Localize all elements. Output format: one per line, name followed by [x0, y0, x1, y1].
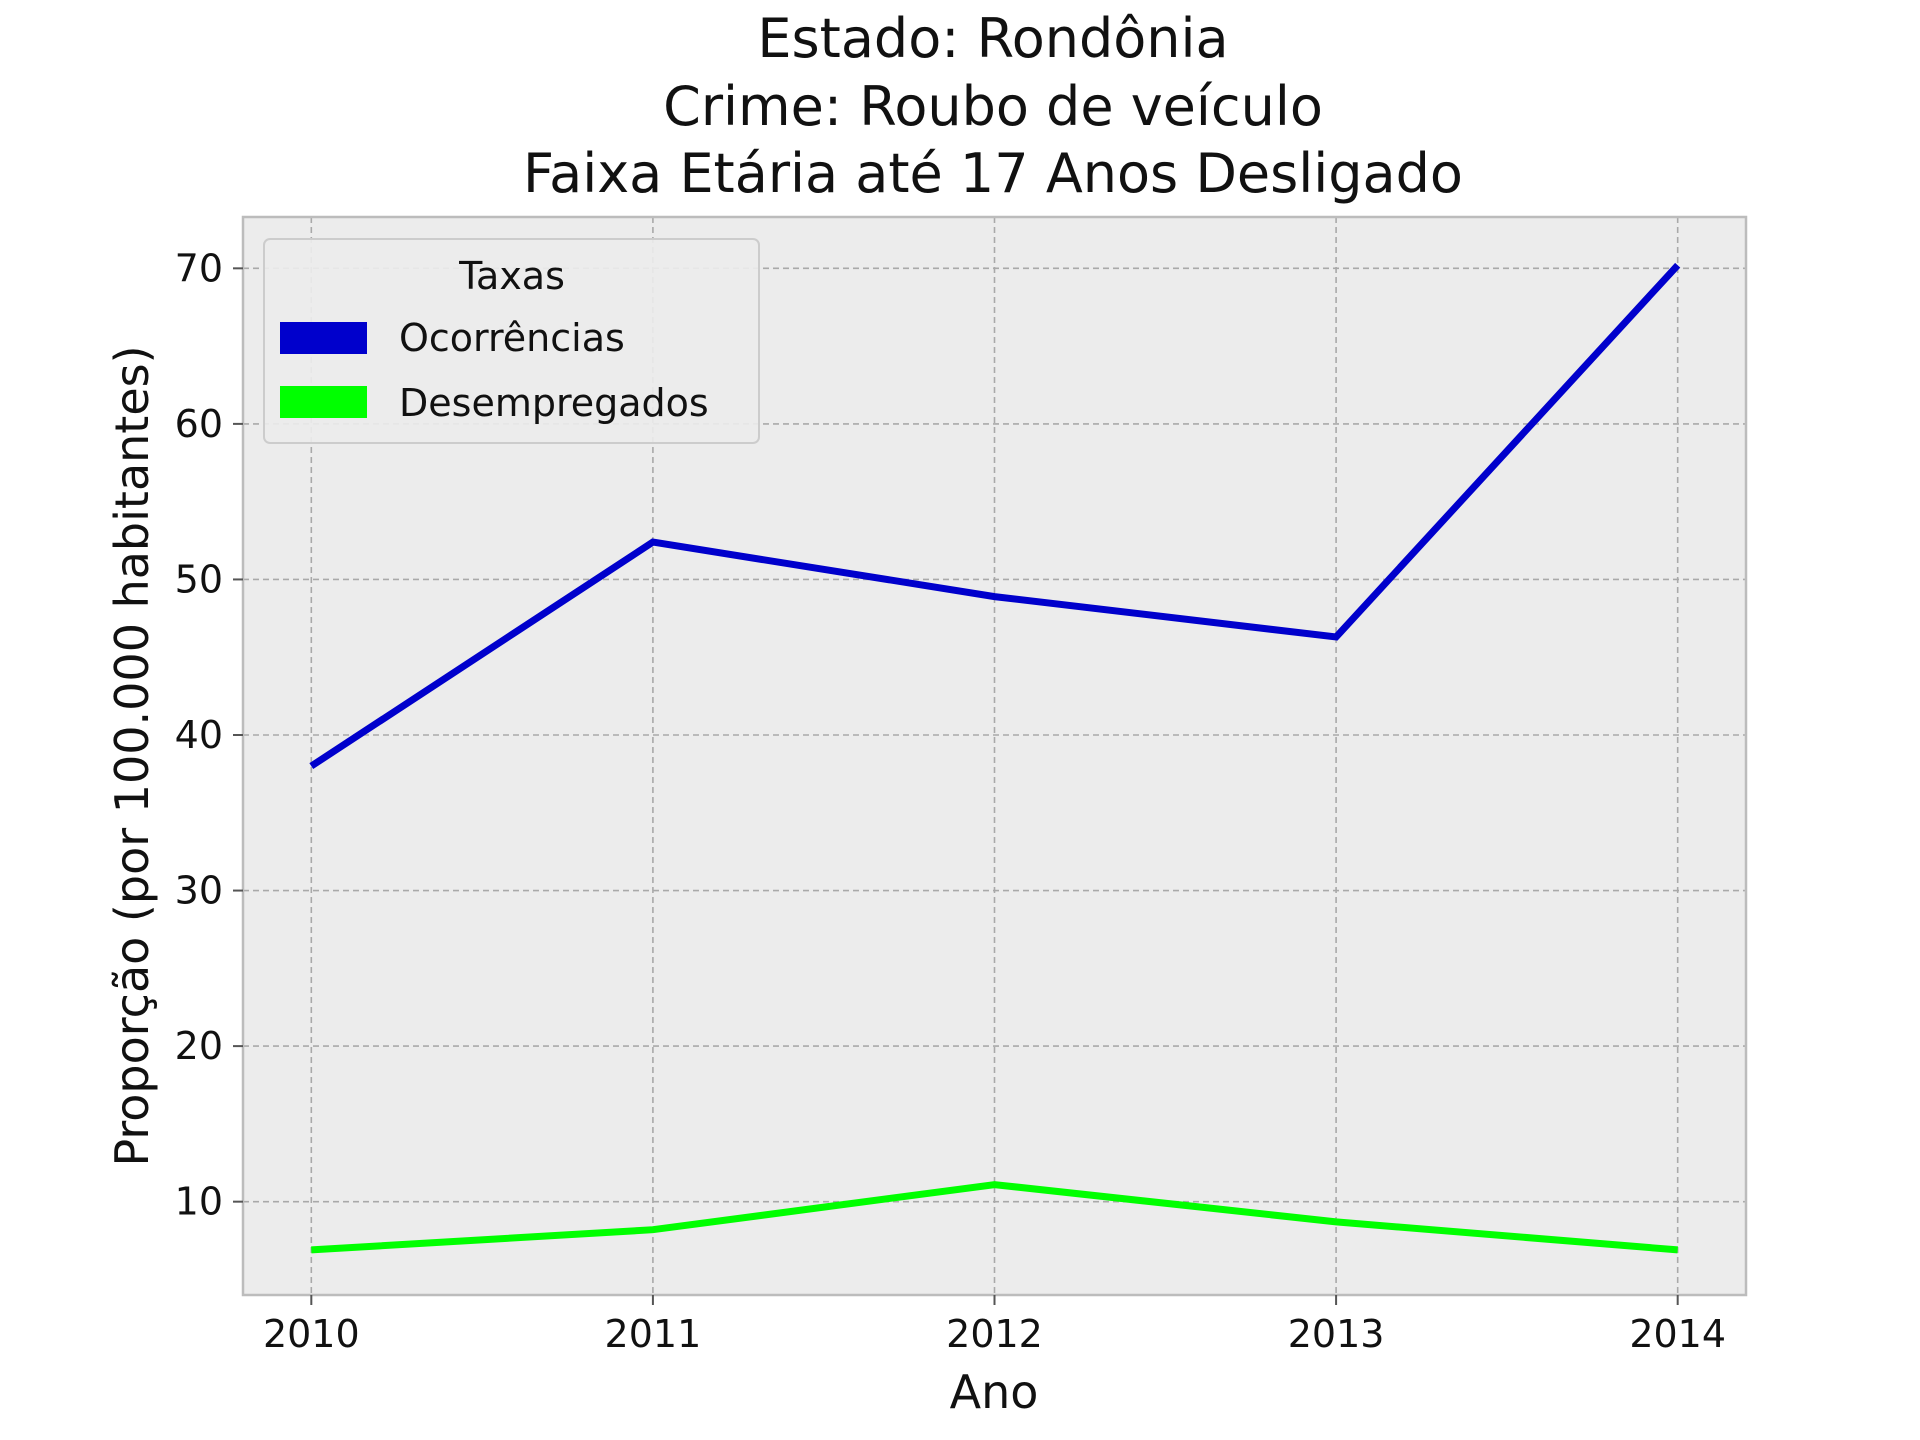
- x-tick-label-2012: 2012: [946, 1312, 1043, 1356]
- x-tick-label-2013: 2013: [1288, 1312, 1385, 1356]
- chart-title: Estado: Rondônia Crime: Roubo de veículo…: [523, 7, 1463, 205]
- y-axis-ticks: 10 20 30 40 50 60 70: [175, 246, 243, 1224]
- data-series: [309, 262, 1681, 1254]
- y-tick-label-20: 20: [175, 1024, 223, 1068]
- legend: Taxas Ocorrências Desempregados: [263, 238, 760, 444]
- gridlines: [243, 217, 1746, 1295]
- y-tick-label-30: 30: [175, 869, 223, 913]
- y-tick-label-10: 10: [175, 1180, 223, 1224]
- x-axis-ticks: 2010 2011 2012 2013 2014: [263, 1295, 1726, 1356]
- x-tick-label-2014: 2014: [1629, 1312, 1726, 1356]
- legend-label-desempregados: Desempregados: [399, 381, 709, 425]
- title-line-3: Faixa Etária até 17 Anos Desligado: [523, 142, 1463, 205]
- title-line-2: Crime: Roubo de veículo: [663, 75, 1323, 138]
- title-line-1: Estado: Rondônia: [757, 7, 1228, 70]
- legend-label-ocorrencias: Ocorrências: [399, 316, 625, 360]
- y-axis-label: Proporção (por 100.000 habitantes): [105, 345, 159, 1166]
- x-tick-label-2011: 2011: [605, 1312, 702, 1356]
- x-tick-label-2010: 2010: [263, 1312, 360, 1356]
- legend-swatch-ocorrencias: [280, 322, 367, 354]
- y-tick-label-50: 50: [175, 557, 223, 601]
- legend-title: Taxas: [458, 254, 565, 298]
- y-tick-label-40: 40: [175, 713, 223, 757]
- legend-swatch-desempregados: [280, 386, 367, 418]
- x-axis-label: Ano: [950, 1365, 1039, 1419]
- y-tick-label-60: 60: [175, 402, 223, 446]
- legend-box: [263, 238, 760, 444]
- y-tick-label-70: 70: [175, 246, 223, 290]
